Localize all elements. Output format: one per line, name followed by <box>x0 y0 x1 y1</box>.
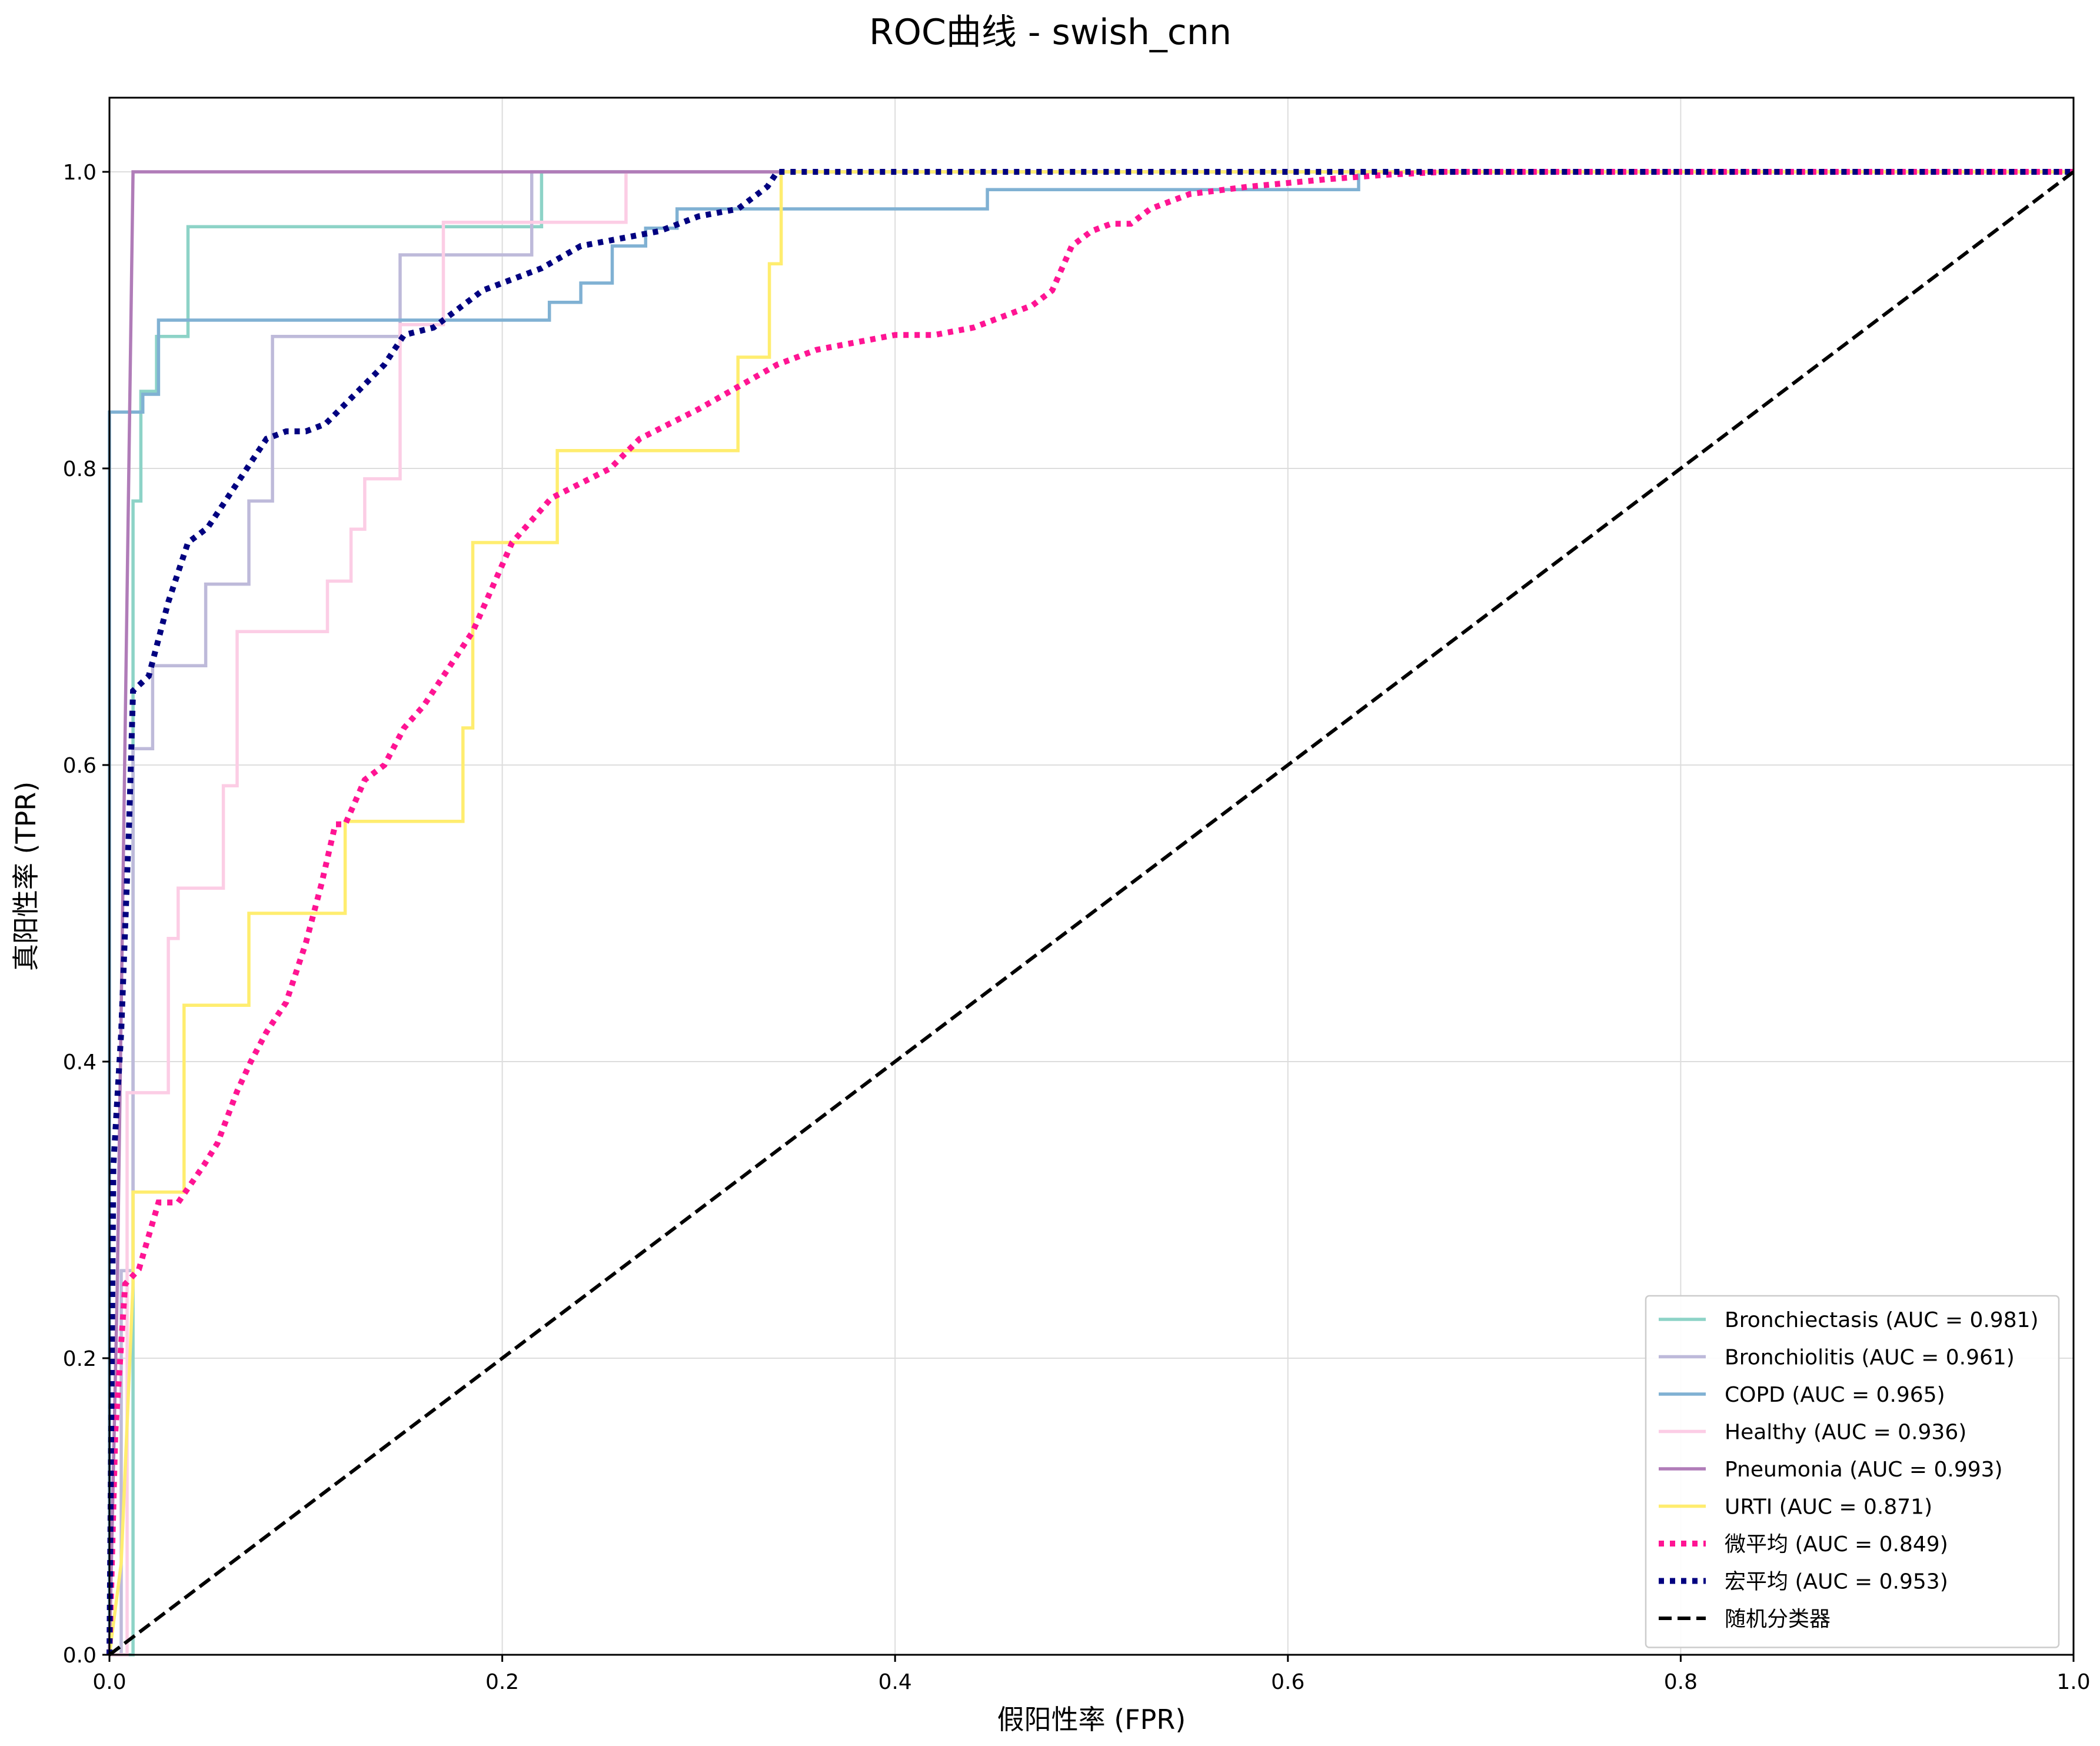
legend-label-5: URTI (AUC = 0.871) <box>1725 1495 1932 1519</box>
y-tick-label: 1.0 <box>63 161 96 185</box>
legend-label-8: 随机分类器 <box>1725 1607 1831 1631</box>
x-tick-label: 1.0 <box>2056 1670 2090 1694</box>
y-tick-label: 0.8 <box>63 457 96 481</box>
plot-frame <box>108 97 2075 1656</box>
x-axis-label: 假阳性率 (FPR) <box>997 1704 1186 1735</box>
legend-label-7: 宏平均 (AUC = 0.953) <box>1725 1570 1948 1594</box>
legend-label-2: COPD (AUC = 0.965) <box>1725 1383 1945 1407</box>
series-group <box>107 169 2075 1657</box>
y-tick-label: 0.0 <box>63 1644 96 1668</box>
y-tick-label: 0.4 <box>63 1050 96 1075</box>
x-axis-ticks: 0.0 0.2 0.4 0.6 0.8 1.0 <box>92 1655 2091 1694</box>
series-line-8 <box>108 170 2075 1657</box>
x-tick-label: 0.6 <box>1271 1670 1304 1694</box>
y-axis-ticks: 0.0 0.2 0.4 0.6 0.8 1.0 <box>63 161 109 1668</box>
series-line-3 <box>109 170 2074 1657</box>
x-tick-label: 0.8 <box>1664 1670 1698 1694</box>
chart-title: ROC曲线 - swish_cnn <box>869 12 1232 53</box>
legend-box <box>1645 1295 2060 1648</box>
legend: Bronchiectasis (AUC = 0.981) Bronchioliti… <box>1645 1295 2060 1648</box>
legend-label-6: 微平均 (AUC = 0.849) <box>1725 1532 1948 1557</box>
legend-label-0: Bronchiectasis (AUC = 0.981) <box>1725 1308 2039 1332</box>
legend-label-4: Pneumonia (AUC = 0.993) <box>1725 1458 2003 1482</box>
legend-label-3: Healthy (AUC = 0.936) <box>1725 1421 1966 1445</box>
x-tick-label: 0.2 <box>485 1670 519 1694</box>
x-tick-label: 0.0 <box>92 1670 126 1694</box>
y-tick-label: 0.2 <box>63 1347 96 1371</box>
series-line-7 <box>107 169 2074 1655</box>
y-tick-label: 0.6 <box>63 754 96 778</box>
y-axis-label: 真阳性率 (TPR) <box>10 781 42 971</box>
series-line-2 <box>108 170 2074 1655</box>
x-tick-label: 0.4 <box>878 1670 912 1694</box>
legend-label-1: Bronchiolitis (AUC = 0.961) <box>1725 1346 2015 1370</box>
series-line-6 <box>107 169 2074 1655</box>
series-line-5 <box>108 170 2074 1655</box>
